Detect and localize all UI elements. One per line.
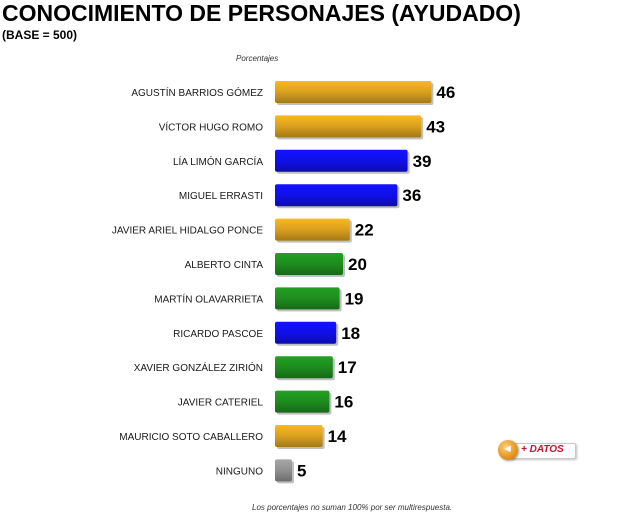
value-label: 16 bbox=[334, 393, 353, 412]
category-label: MIGUEL ERRASTI bbox=[179, 191, 263, 202]
bar bbox=[275, 425, 323, 447]
more-data-pill: + DATOS bbox=[510, 443, 576, 459]
category-label: MARTÍN OLAVARRIETA bbox=[154, 292, 263, 305]
bar bbox=[275, 287, 340, 310]
bar bbox=[275, 459, 292, 482]
bar bbox=[275, 390, 330, 413]
bar bbox=[275, 149, 408, 172]
bar bbox=[275, 321, 337, 344]
category-label: NINGUNO bbox=[216, 466, 263, 477]
chart-title: CONOCIMIENTO DE PERSONAJES (AYUDADO) bbox=[2, 0, 521, 26]
bar bbox=[275, 356, 333, 379]
value-label: 5 bbox=[297, 461, 306, 480]
category-label: RICARDO PASCOE bbox=[173, 329, 263, 340]
bar bbox=[275, 253, 343, 275]
value-label: 36 bbox=[402, 186, 421, 205]
value-label: 19 bbox=[345, 289, 364, 308]
category-label: JAVIER ARIEL HIDALGO PONCE bbox=[112, 226, 263, 237]
category-label: LÍA LIMÓN GARCÍA bbox=[173, 155, 263, 168]
category-label: VÍCTOR HUGO ROMO bbox=[159, 120, 263, 133]
more-data-label: + DATOS bbox=[521, 444, 564, 455]
units-label: Porcentajes bbox=[236, 54, 279, 63]
value-label: 46 bbox=[436, 83, 455, 102]
value-label: 18 bbox=[341, 324, 360, 343]
footnote: Los porcentajes no suman 100% por ser mu… bbox=[252, 503, 453, 512]
bar bbox=[275, 218, 350, 241]
category-label: XAVIER GONZÁLEZ ZIRIÓN bbox=[134, 361, 263, 374]
category-label: MAURICIO SOTO CABALLERO bbox=[119, 432, 263, 443]
category-label: JAVIER CATERIEL bbox=[178, 398, 264, 409]
value-label: 22 bbox=[355, 221, 374, 240]
value-label: 39 bbox=[413, 152, 432, 171]
category-label: ALBERTO CINTA bbox=[185, 260, 264, 271]
chart-subtitle: (BASE = 500) bbox=[2, 28, 78, 42]
value-label: 17 bbox=[338, 358, 357, 377]
bar bbox=[275, 81, 432, 103]
value-label: 43 bbox=[426, 117, 445, 136]
value-label: 20 bbox=[348, 255, 367, 274]
more-data-button[interactable]: + DATOS ◄ bbox=[498, 440, 578, 460]
bar bbox=[275, 115, 422, 138]
bar bbox=[275, 184, 398, 207]
category-label: AGUSTÍN BARRIOS GÓMEZ bbox=[131, 86, 263, 99]
value-label: 14 bbox=[328, 427, 347, 446]
arrow-left-icon: ◄ bbox=[498, 440, 518, 460]
